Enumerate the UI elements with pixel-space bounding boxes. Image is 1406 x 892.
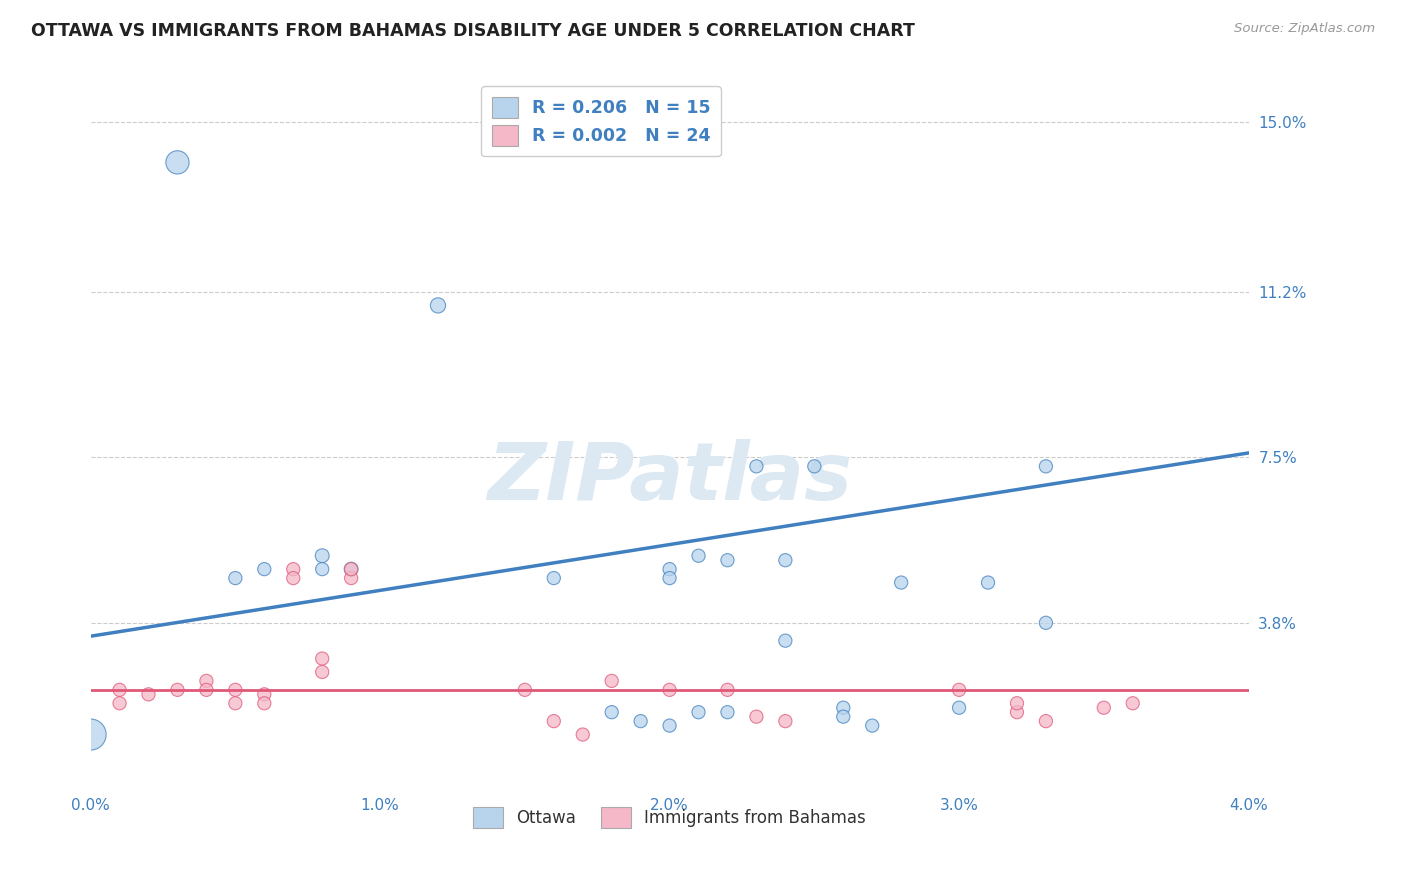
Point — [340, 571, 363, 585]
Point — [108, 696, 131, 710]
Point — [311, 562, 333, 576]
Point — [311, 549, 333, 563]
Point — [571, 727, 593, 741]
Point — [658, 718, 681, 732]
Point — [658, 562, 681, 576]
Point — [977, 575, 1000, 590]
Point — [224, 682, 246, 697]
Point — [427, 298, 450, 312]
Point — [1005, 705, 1028, 719]
Point — [138, 687, 160, 701]
Point — [108, 682, 131, 697]
Text: OTTAWA VS IMMIGRANTS FROM BAHAMAS DISABILITY AGE UNDER 5 CORRELATION CHART: OTTAWA VS IMMIGRANTS FROM BAHAMAS DISABI… — [31, 22, 915, 40]
Point — [253, 562, 276, 576]
Point — [340, 562, 363, 576]
Point — [283, 562, 305, 576]
Point — [253, 687, 276, 701]
Point — [803, 459, 825, 474]
Point — [630, 714, 652, 728]
Point — [166, 682, 188, 697]
Point — [1035, 615, 1057, 630]
Point — [283, 571, 305, 585]
Legend: Ottawa, Immigrants from Bahamas: Ottawa, Immigrants from Bahamas — [467, 801, 873, 834]
Point — [1092, 700, 1115, 714]
Text: Source: ZipAtlas.com: Source: ZipAtlas.com — [1234, 22, 1375, 36]
Point — [716, 553, 738, 567]
Point — [688, 705, 710, 719]
Point — [658, 571, 681, 585]
Point — [311, 651, 333, 665]
Point — [543, 571, 565, 585]
Point — [745, 709, 768, 723]
Point — [513, 682, 536, 697]
Point — [195, 673, 218, 688]
Text: ZIPatlas: ZIPatlas — [486, 439, 852, 517]
Point — [860, 718, 883, 732]
Point — [195, 682, 218, 697]
Point — [948, 682, 970, 697]
Point — [716, 682, 738, 697]
Point — [543, 714, 565, 728]
Point — [775, 633, 797, 648]
Point — [1035, 714, 1057, 728]
Point — [775, 714, 797, 728]
Point — [948, 700, 970, 714]
Point — [340, 562, 363, 576]
Point — [745, 459, 768, 474]
Point — [224, 696, 246, 710]
Point — [832, 700, 855, 714]
Point — [688, 549, 710, 563]
Point — [1035, 459, 1057, 474]
Point — [600, 705, 623, 719]
Point — [832, 709, 855, 723]
Point — [311, 665, 333, 679]
Point — [1122, 696, 1144, 710]
Point — [253, 696, 276, 710]
Point — [1005, 696, 1028, 710]
Point — [224, 571, 246, 585]
Point — [600, 673, 623, 688]
Point — [716, 705, 738, 719]
Point — [658, 682, 681, 697]
Point — [79, 727, 101, 741]
Point — [890, 575, 912, 590]
Point — [166, 155, 188, 169]
Point — [775, 553, 797, 567]
